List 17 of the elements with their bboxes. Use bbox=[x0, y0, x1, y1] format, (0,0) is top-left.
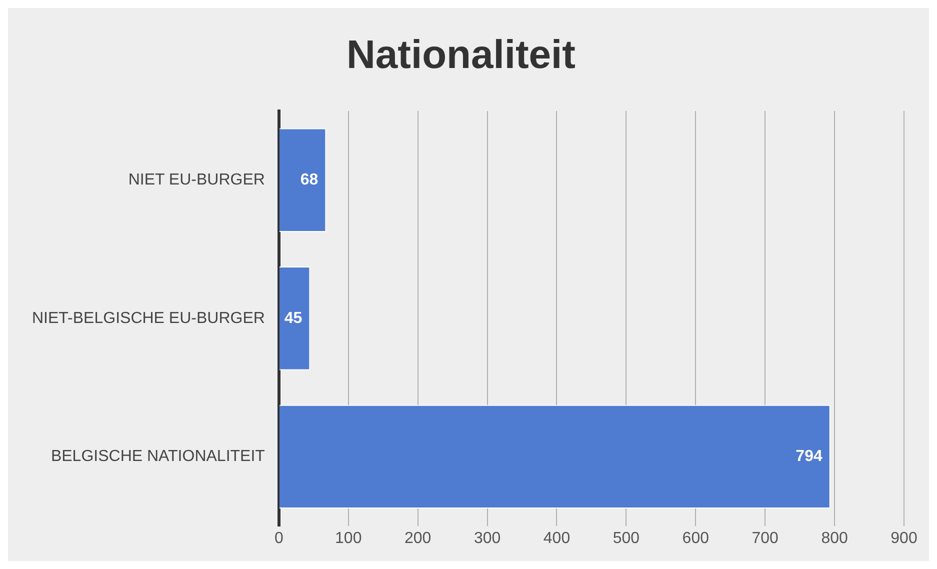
y-tick-label: NIET-BELGISCHE EU-BURGER bbox=[32, 310, 265, 327]
y-tick-label: NIET EU-BURGER bbox=[128, 172, 265, 189]
x-tick-label: 400 bbox=[543, 530, 570, 547]
data-label: 45 bbox=[284, 310, 302, 327]
y-tick-label: BELGISCHE NATIONALITEIT bbox=[50, 448, 266, 466]
data-label: 794 bbox=[796, 448, 822, 466]
x-tick-label: 800 bbox=[821, 530, 848, 547]
x-tick-label: 0 bbox=[274, 530, 284, 547]
x-tick-label: 300 bbox=[474, 530, 501, 547]
x-tick-label: 900 bbox=[890, 530, 918, 547]
x-tick-label: 700 bbox=[752, 530, 779, 547]
x-tick-label: 500 bbox=[612, 530, 640, 547]
x-tick-label: 200 bbox=[404, 530, 432, 547]
chart-title: Nationaliteit bbox=[346, 33, 576, 78]
data-label: 68 bbox=[300, 172, 318, 189]
x-tick-label: 100 bbox=[335, 530, 362, 547]
x-tick-label: 600 bbox=[682, 530, 710, 547]
